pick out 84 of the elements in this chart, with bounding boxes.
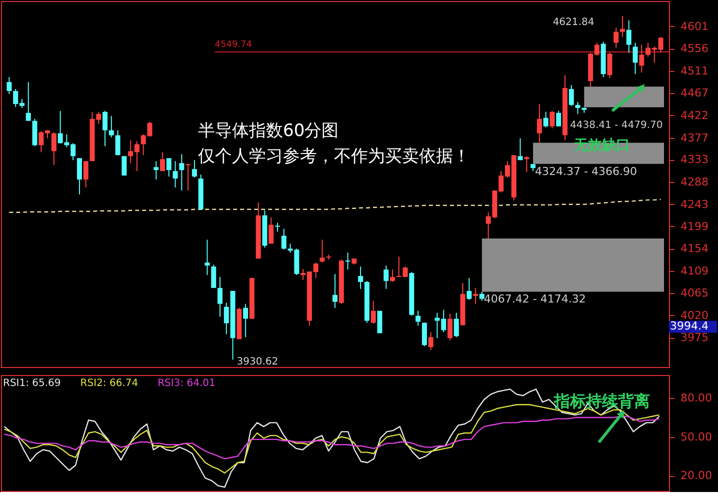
y-tick-label: 4065 — [680, 286, 708, 300]
candlestick — [160, 152, 166, 172]
y-tick-label: 4556 — [680, 42, 708, 56]
candlestick — [416, 310, 421, 326]
candlestick — [454, 312, 459, 338]
candlestick — [479, 291, 484, 302]
candlestick — [518, 138, 523, 161]
candlestick — [370, 300, 376, 324]
candlestick — [6, 76, 12, 94]
candlestick — [218, 276, 223, 318]
candlestick — [26, 82, 31, 122]
candlestick — [556, 110, 562, 127]
candlestick — [614, 27, 619, 48]
candlestick — [204, 239, 210, 276]
y-tick-label: 4422 — [680, 108, 708, 122]
y-tick-label: 4377 — [680, 131, 708, 144]
candlestick — [575, 101, 580, 114]
candlestick — [51, 132, 56, 166]
band-label: 4324.37 - 4366.90 — [535, 164, 637, 178]
annotation: 半导体指数60分图 — [198, 120, 339, 141]
candlestick — [473, 287, 478, 304]
candlestick — [243, 303, 248, 338]
text: RSI1: 65.69 — [3, 378, 61, 389]
candlestick — [166, 158, 172, 178]
candlestick — [154, 160, 159, 180]
annotation: 3930.62 — [236, 356, 278, 368]
y-tick-label: 4243 — [680, 198, 708, 211]
band-label: 4067.42 - 4174.32 — [484, 292, 586, 306]
candlestick — [607, 52, 612, 79]
candlestick — [281, 228, 286, 250]
candlestick — [108, 115, 114, 138]
text: 3994.4 — [670, 320, 708, 333]
candlestick — [632, 42, 638, 75]
candlestick — [320, 239, 325, 264]
candlestick — [83, 160, 88, 188]
candlestick — [211, 264, 216, 288]
candlestick — [568, 84, 574, 106]
y-tick-label: 4333 — [680, 153, 708, 166]
candlestick — [550, 110, 555, 129]
candlestick — [536, 103, 542, 144]
candlestick — [268, 216, 274, 244]
y-tick-label: 50.00 — [680, 430, 712, 444]
candlestick — [172, 160, 178, 188]
y-tick-label: 3975 — [680, 331, 708, 344]
y-tick-label: 4020 — [680, 308, 708, 322]
candlestick — [543, 111, 548, 128]
y-tick-label: 4601 — [680, 20, 708, 33]
candlestick — [428, 332, 434, 351]
candlestick — [466, 277, 472, 300]
candlestick — [179, 154, 184, 191]
candlestick — [422, 322, 427, 347]
line-series — [4, 388, 660, 488]
candlestick — [192, 160, 197, 178]
y-tick-label: 20.00 — [680, 469, 712, 482]
y-tick-label: 80.00 — [680, 392, 712, 405]
annotation: 指标持续背离 — [553, 392, 650, 411]
annotation: 4621.84 — [552, 17, 594, 28]
y-tick-label: 4109 — [680, 264, 708, 278]
candlestick — [390, 269, 395, 282]
candlestick — [626, 20, 632, 54]
candlestick — [76, 158, 82, 195]
text: RSI2: 66.74 — [80, 378, 138, 389]
text: RSI3: 64.01 — [158, 378, 216, 389]
y-tick-label: 4199 — [680, 220, 708, 233]
annotation: 仅个人学习参考，不作为买卖依据！ — [198, 146, 470, 167]
y-tick-label: 4511 — [680, 64, 708, 78]
candlestick — [358, 266, 364, 290]
candlestick — [332, 274, 338, 308]
candlestick — [102, 110, 108, 147]
candlestick — [524, 156, 530, 173]
candlestick — [122, 156, 127, 176]
candlestick — [384, 265, 389, 290]
candlestick — [115, 130, 120, 156]
y-tick-label: 4467 — [680, 86, 708, 100]
line-series — [8, 198, 662, 213]
band-label: 4438.41 - 4479.70 — [570, 120, 663, 132]
y-tick-label: 4288 — [680, 176, 708, 189]
candlestick — [345, 252, 350, 270]
candlestick — [447, 313, 452, 341]
candlestick — [620, 16, 625, 38]
candlestick — [186, 164, 191, 191]
candlestick — [639, 44, 644, 74]
y-tick-label: 4154 — [680, 242, 708, 256]
ref-line-label: 4549.74 — [214, 40, 252, 50]
